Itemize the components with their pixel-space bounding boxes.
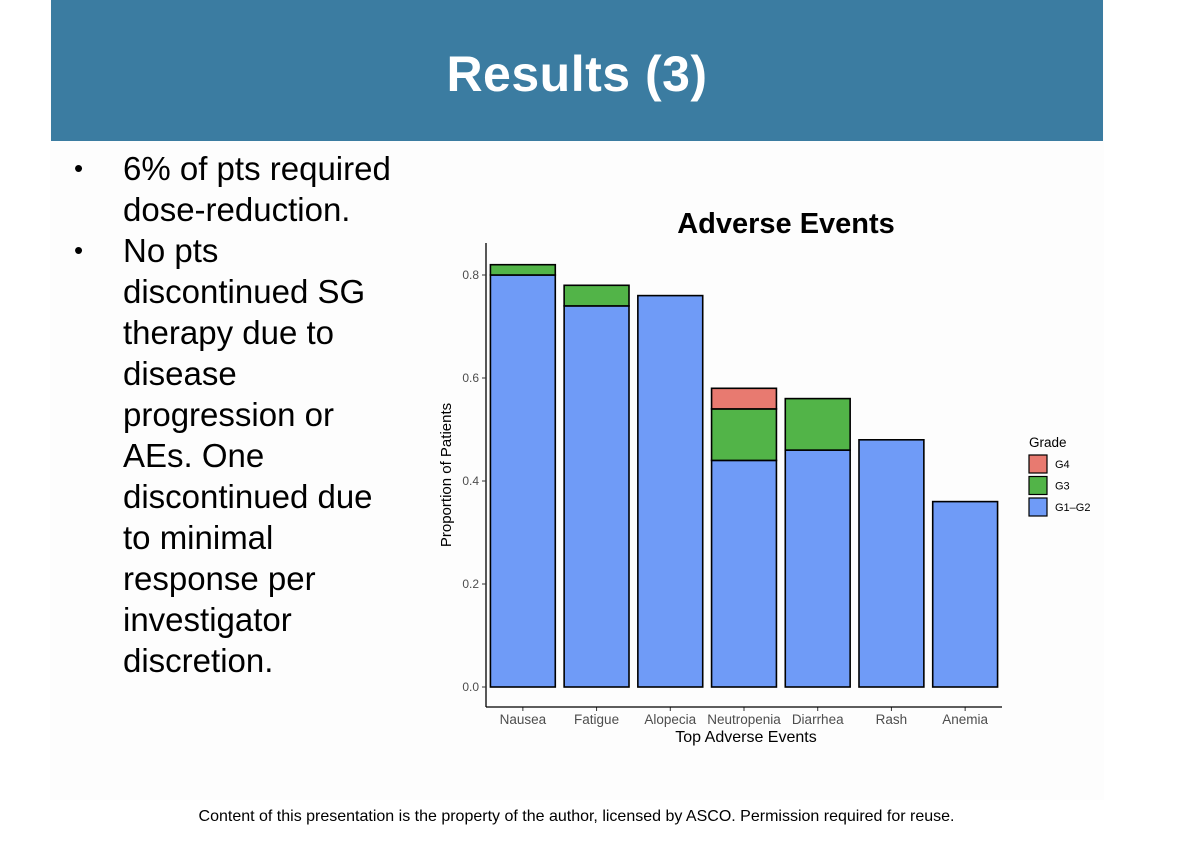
x-tick-label: Alopecia <box>644 712 696 727</box>
bar-neutropenia-g4 <box>710 387 778 410</box>
slide-title: Results (3) <box>446 45 708 102</box>
legend-key-g4 <box>1028 454 1048 474</box>
x-tick-label: Nausea <box>500 712 547 727</box>
adverse-events-chart: Adverse Events Nausea Fatigue Alopecia Neutr… <box>438 208 1090 746</box>
x-tick-label: Diarrhea <box>792 712 844 727</box>
bar-rash-g1-g2 <box>858 439 925 688</box>
bar-diarrhea-g3 <box>784 397 851 451</box>
x-tick-label: Anemia <box>942 712 988 727</box>
bullet-item: • No pts discontinued SG therapy due to … <box>66 230 406 681</box>
bar-alopecia-g1-g2 <box>637 294 704 688</box>
bar-nausea-g1-g2 <box>489 274 557 688</box>
x-tick-label: Fatigue <box>574 712 619 727</box>
bar-fatigue-g1-g2 <box>563 305 630 688</box>
bullet-text: 6% of pts required dose-reduction. <box>123 150 391 228</box>
bar-neutropenia-g1-g2 <box>710 459 778 688</box>
y-tick-label: 0.4 <box>462 474 479 488</box>
y-tick-label: 0.2 <box>462 577 479 591</box>
x-tick-label: Neutropenia <box>707 712 781 727</box>
legend-title: Grade <box>1029 435 1067 450</box>
bullet-dot: • <box>74 153 84 183</box>
y-tick-label: 0.6 <box>462 371 479 385</box>
chart-title: Adverse Events <box>677 208 895 240</box>
legend-key-g3 <box>1028 475 1048 496</box>
footer-note: Content of this presentation is the prop… <box>198 808 955 825</box>
y-tick-label: 0.8 <box>462 268 479 282</box>
y-axis-label: Proportion of Patients <box>438 403 455 547</box>
bullet-dot: • <box>74 235 84 265</box>
bullet-text: No pts discontinued SG therapy due to di… <box>123 232 373 679</box>
bullet-list: • 6% of pts required dose-reduction. • N… <box>66 148 406 681</box>
x-tick-label: Rash <box>876 712 908 727</box>
x-axis-label: Top Adverse Events <box>675 729 816 746</box>
bar-fatigue-g3 <box>563 284 630 307</box>
title-bar: Results (3) <box>51 0 1103 141</box>
bar-nausea-g3 <box>489 263 557 276</box>
legend-key-g1-g2 <box>1028 497 1048 517</box>
bar-diarrhea-g1-g2 <box>784 449 851 688</box>
y-tick-label: 0.0 <box>462 680 479 694</box>
bullet-item: • 6% of pts required dose-reduction. <box>66 148 406 230</box>
bar-neutropenia-g3 <box>710 408 778 462</box>
legend-label: G1–G2 <box>1055 502 1090 514</box>
bar-anemia-g1-g2 <box>931 500 999 688</box>
legend-label: G4 <box>1055 459 1070 471</box>
legend-label: G3 <box>1055 481 1070 493</box>
